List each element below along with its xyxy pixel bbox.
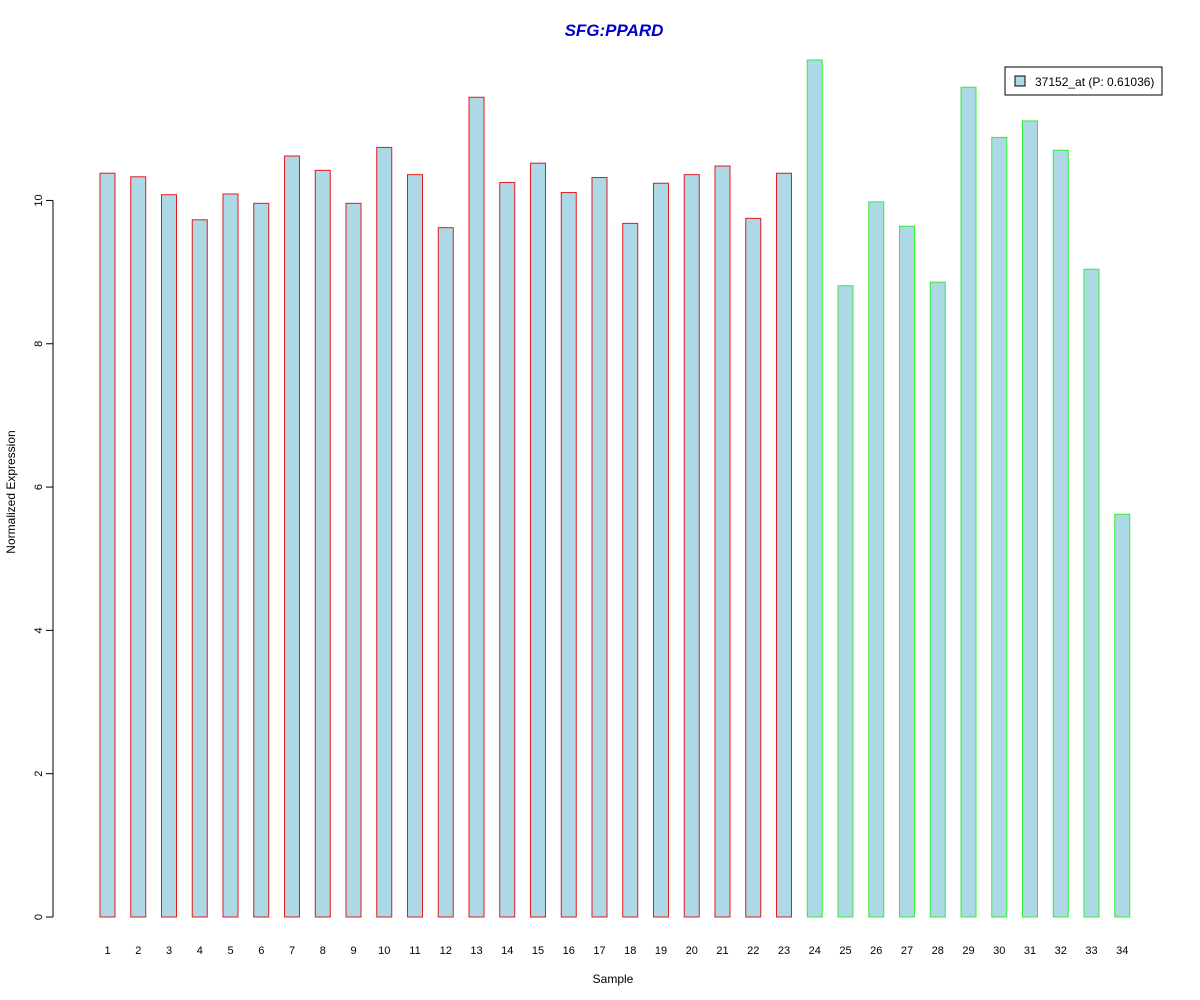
bar-10 (376, 146, 393, 918)
x-tick-label: 20 (686, 945, 698, 957)
bar-14 (499, 182, 516, 918)
x-tick-label: 1 (104, 945, 110, 957)
x-tick-label: 10 (378, 945, 390, 957)
x-tick-label: 33 (1085, 945, 1097, 957)
x-tick-label: 29 (962, 945, 974, 957)
x-tick-label: 11 (409, 945, 420, 957)
bar-12 (437, 227, 454, 918)
x-tick-label: 14 (501, 945, 513, 957)
x-tick-labels: 1 2 3 4 5 6 7 8 9 10 11 12 13 14 15 16 17 18 19 20 21 22 23 24 2… (104, 945, 1128, 957)
x-tick-label: 9 (350, 945, 356, 957)
x-tick-label: 30 (993, 945, 1005, 957)
bar-15 (530, 162, 546, 918)
bar-5 (222, 193, 239, 918)
legend-label: 37152_at (P: 0.61036) (1035, 75, 1154, 89)
x-tick-label: 24 (809, 945, 821, 957)
x-tick-label: 4 (197, 945, 203, 957)
y-tick-label: 4 (33, 627, 45, 633)
y-axis-label: Normalized Expression (4, 430, 18, 553)
bar-4 (191, 219, 208, 918)
legend-swatch (1014, 75, 1026, 87)
bar-23 (776, 172, 792, 918)
chart-title: SFG:PPARD (565, 21, 664, 40)
legend: 37152_at (P: 0.61036) (1004, 66, 1163, 96)
x-tick-label: 23 (778, 945, 790, 957)
legend-box (1004, 66, 1163, 96)
bar-31 (1022, 120, 1038, 918)
x-tick-label: 12 (440, 945, 452, 957)
bar-34 (1114, 513, 1131, 918)
y-tick-label: 6 (33, 484, 45, 490)
bar-8 (314, 169, 331, 918)
x-axis-label: Sample (593, 972, 634, 986)
y-axis: 0 2 4 6 8 10 (33, 194, 54, 920)
bar-21 (714, 165, 731, 918)
bar-20 (683, 174, 700, 918)
bar-19 (653, 182, 669, 918)
bar-2 (130, 176, 147, 918)
bar-6 (253, 202, 270, 918)
x-tick-label: 34 (1116, 945, 1128, 957)
x-tick-label: 31 (1024, 945, 1036, 957)
bar-18 (622, 222, 639, 918)
bar-33 (1083, 268, 1100, 918)
x-tick-label: 26 (870, 945, 882, 957)
bar-16 (560, 192, 577, 918)
bar-32 (1052, 149, 1069, 918)
bar-11 (407, 174, 423, 918)
x-tick-label: 17 (593, 945, 605, 957)
x-tick-label: 2 (135, 945, 141, 957)
x-tick-label: 3 (166, 945, 172, 957)
x-tick-label: 32 (1055, 945, 1067, 957)
bar-25 (837, 285, 854, 918)
x-tick-label: 27 (901, 945, 913, 957)
bar-3 (161, 194, 177, 918)
x-tick-label: 21 (716, 945, 728, 957)
bar-29 (960, 86, 977, 918)
y-tick-label: 0 (33, 914, 45, 920)
y-tick-label: 2 (33, 771, 45, 777)
x-tick-label: 7 (289, 945, 295, 957)
x-tick-label: 6 (258, 945, 264, 957)
x-tick-label: 15 (532, 945, 544, 957)
bar-17 (591, 177, 608, 918)
x-tick-label: 13 (470, 945, 482, 957)
x-tick-label: 28 (932, 945, 944, 957)
bar-27 (899, 225, 915, 918)
bar-13 (468, 96, 485, 918)
bar-7 (284, 155, 300, 918)
bar-30 (991, 136, 1008, 918)
x-tick-label: 16 (563, 945, 575, 957)
x-tick-label: 19 (655, 945, 667, 957)
bar-1 (99, 172, 116, 918)
x-tick-label: 8 (320, 945, 326, 957)
y-tick-label: 8 (33, 341, 45, 347)
x-tick-label: 5 (227, 945, 233, 957)
x-tick-label: 25 (839, 945, 851, 957)
bar-22 (745, 217, 762, 918)
bar-24 (806, 59, 823, 918)
x-tick-label: 22 (747, 945, 759, 957)
bar-26 (868, 201, 885, 918)
bars (99, 59, 1131, 918)
bar-9 (345, 202, 362, 918)
x-tick-label: 18 (624, 945, 636, 957)
y-tick-label: 10 (33, 194, 45, 206)
bar-28 (929, 281, 946, 918)
